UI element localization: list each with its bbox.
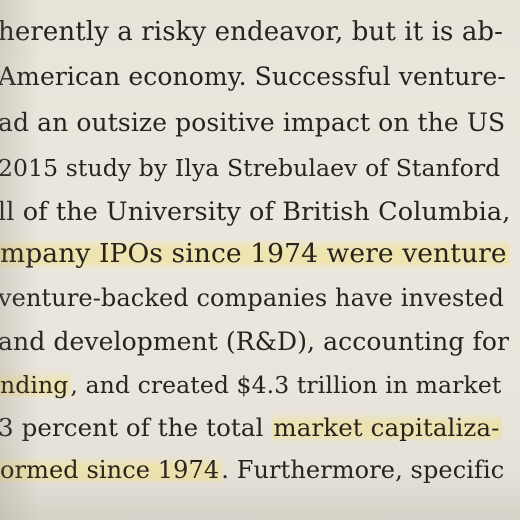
highlighted-text: ormed since 1974 — [0, 456, 222, 484]
highlighted-text: nding — [0, 371, 71, 399]
text-line-8: and development (R&D), accounting for — [0, 327, 510, 356]
text-line-10: 3 percent of the total market capitaliza… — [0, 413, 502, 442]
text-line-9: nding, and created $4.3 trillion in mark… — [0, 371, 502, 399]
text-line-4: 2015 study by Ilya Strebulaev of Stanfor… — [0, 154, 501, 182]
text-line-5: ll of the University of British Columbia… — [0, 197, 511, 227]
text-line-6: mpany IPOs since 1974 were venture — [0, 238, 509, 270]
text-line-7: venture-backed companies have invested — [0, 284, 504, 312]
text-line-1: herently a risky endeavor, but it is ab- — [0, 17, 504, 47]
highlighted-text: mpany IPOs since 1974 were venture — [0, 238, 509, 269]
highlighted-text: market capitaliza- — [271, 413, 502, 442]
text-line-3: ad an outsize positive impact on the US — [0, 108, 506, 137]
text-line-2: American economy. Successful venture- — [0, 62, 506, 91]
text-line-11: ormed since 1974. Furthermore, specific — [0, 456, 505, 484]
